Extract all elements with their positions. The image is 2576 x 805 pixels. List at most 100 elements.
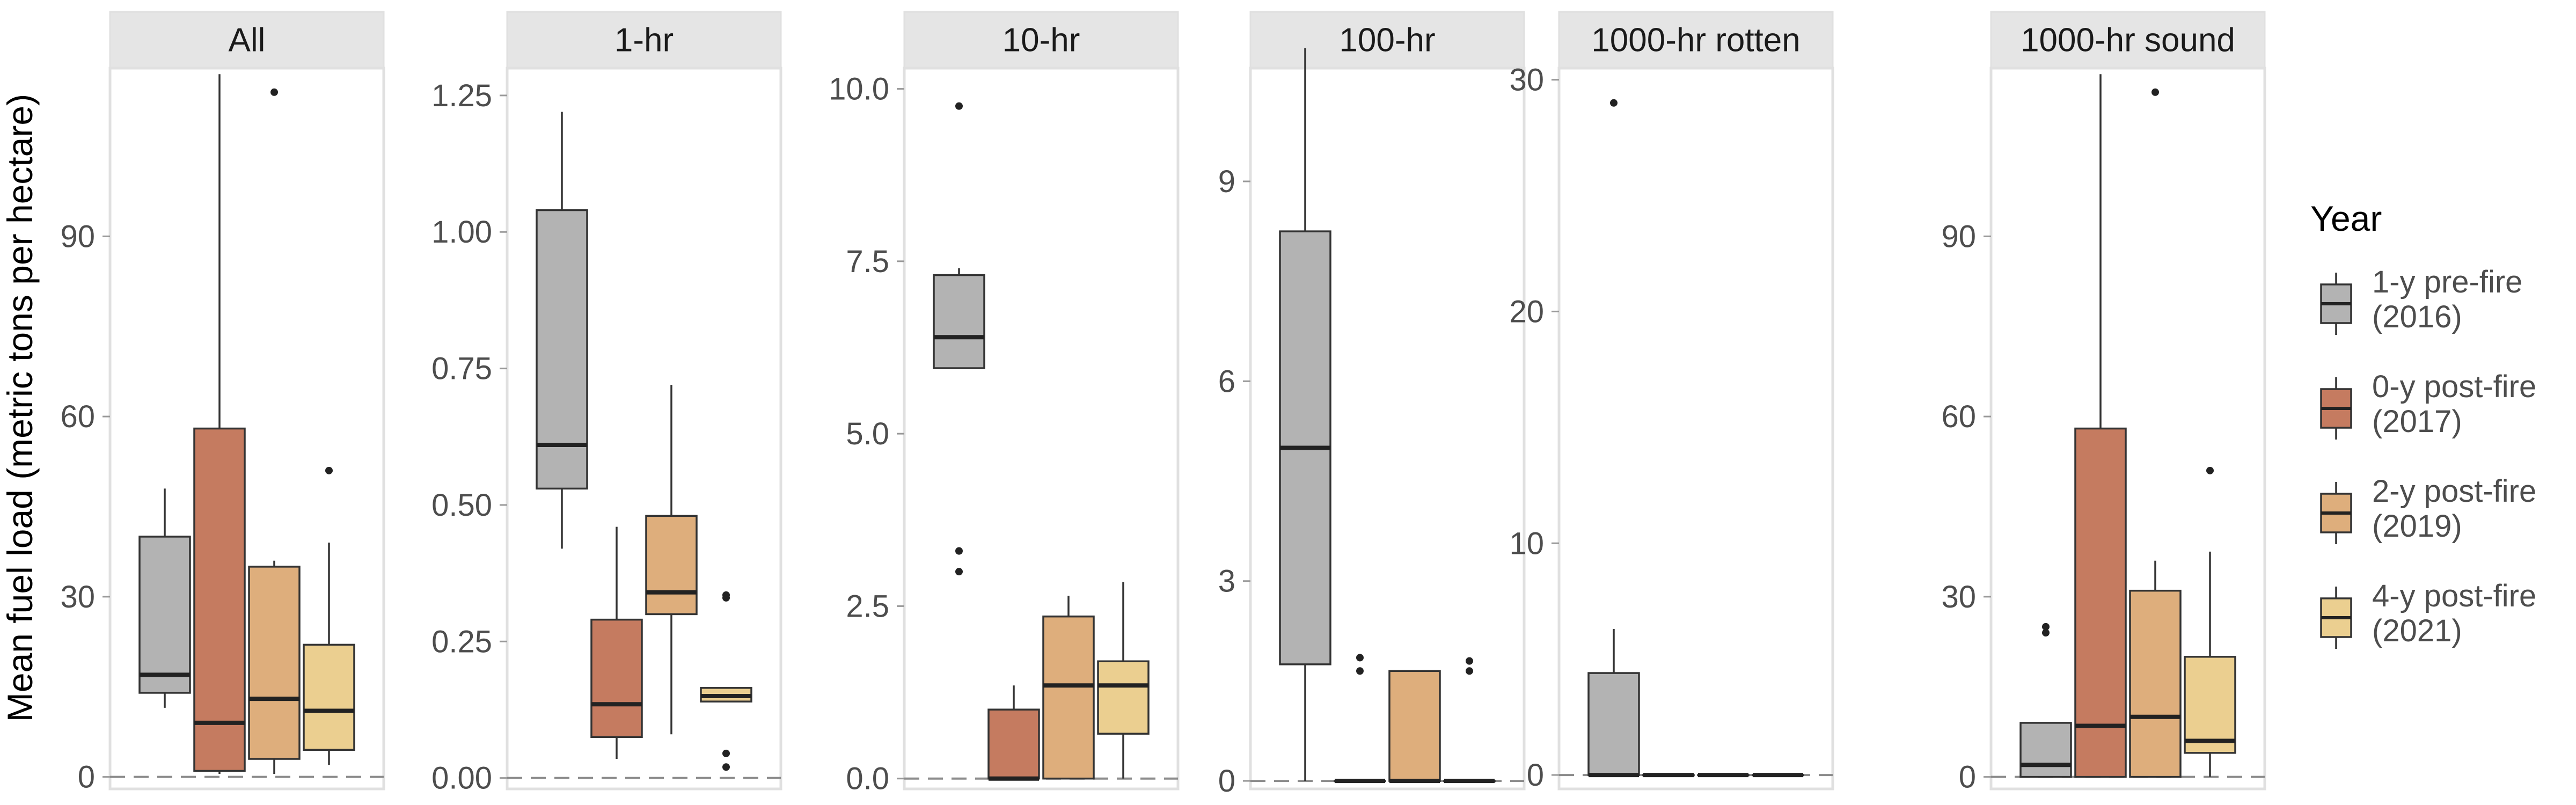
boxplot	[2019, 623, 2072, 778]
legend-title: Year	[2310, 199, 2382, 238]
legend-label-line1: 0-y post-fire	[2372, 369, 2536, 404]
boxplot	[193, 74, 246, 774]
y-tick-label: 90	[60, 219, 95, 254]
boxplot	[645, 385, 698, 735]
y-tick-label: 3	[1218, 564, 1235, 599]
outlier-point	[955, 102, 963, 110]
outlier-point	[1466, 667, 1473, 675]
boxplot	[303, 466, 355, 765]
facet-panel: 10-hr 0.0 2.5 5.0 7.5 10.0	[829, 11, 1180, 796]
box-body	[303, 643, 355, 751]
boxplot	[2129, 88, 2182, 778]
y-tick-label: 0.25	[431, 624, 492, 659]
facet-title: 100-hr	[1339, 22, 1435, 59]
facet-strip	[903, 11, 1179, 69]
legend-entry: 2-y post-fire(2019)	[2320, 474, 2536, 544]
facet-title: 1-hr	[614, 22, 674, 59]
legend-label-line1: 1-y pre-fire	[2372, 265, 2522, 299]
boxplot	[138, 488, 191, 708]
y-tick-label: 90	[1941, 219, 1976, 254]
y-tick-label: 0	[1959, 760, 1976, 795]
y-tick-label: 0.50	[431, 488, 492, 523]
legend-entry: 1-y pre-fire(2016)	[2320, 265, 2522, 335]
facet-panel: 1000-hr sound 0 30 60 90	[1941, 11, 2266, 795]
boxplot	[1587, 99, 1640, 778]
outlier-point	[722, 749, 730, 757]
facet-strip	[109, 11, 385, 69]
facet-strip	[1558, 11, 1834, 69]
y-tick-label: 0	[1218, 764, 1235, 799]
legend-entry: 0-y post-fire(2017)	[2320, 369, 2536, 440]
y-tick-label: 30	[1509, 63, 1544, 98]
facet-strip	[506, 11, 782, 69]
panel-frame	[1557, 67, 1834, 791]
outlier-point	[270, 88, 278, 96]
boxplot	[1042, 596, 1095, 780]
legend-label-line1: 2-y post-fire	[2372, 474, 2536, 509]
y-tick-label: 0.00	[431, 761, 492, 796]
boxplot	[700, 591, 752, 771]
y-tick-label: 60	[60, 399, 95, 434]
box-body	[933, 274, 985, 369]
y-tick-label: 9	[1218, 164, 1235, 199]
facet-panel: 1-hr 0.00 0.25 0.50 0.75 1.00 1.25	[431, 11, 782, 796]
legend: Year 1-y pre-fire(2016)0-y post-fire(201…	[2310, 199, 2536, 649]
boxplot	[1334, 654, 1386, 784]
boxplot	[1443, 657, 1496, 784]
box-body	[138, 536, 191, 694]
y-tick-label: 0	[1527, 758, 1544, 793]
outlier-point	[722, 591, 730, 599]
y-tick-label: 1.00	[431, 215, 492, 250]
y-tick-label: 20	[1509, 294, 1544, 329]
y-tick-label: 5.0	[846, 416, 889, 451]
box-body	[2019, 722, 2072, 778]
legend-entry: 4-y post-fire(2021)	[2320, 579, 2536, 649]
box-body	[2129, 589, 2182, 778]
outlier-point	[722, 763, 730, 771]
legend-label-line1: 4-y post-fire	[2372, 579, 2536, 613]
box-body	[645, 515, 698, 616]
boxplot	[590, 526, 643, 759]
box-body	[2074, 427, 2127, 778]
boxplot	[248, 88, 301, 774]
facet-title: 1000-hr rotten	[1591, 22, 1800, 59]
legend-label-line2: (2017)	[2372, 404, 2462, 439]
box-body	[1042, 615, 1095, 780]
facet-title: 1000-hr sound	[2021, 22, 2235, 59]
boxplot	[1388, 670, 1441, 784]
facet-strip	[1990, 11, 2266, 69]
outlier-point	[325, 466, 333, 474]
y-axis-title: Mean fuel load (metric tons per hectare)	[0, 94, 40, 722]
box-body	[590, 618, 643, 738]
facet-panel: All 0 30 60 90	[60, 11, 385, 795]
box-body	[1388, 670, 1441, 782]
y-tick-label: 30	[1941, 580, 1976, 614]
legend-label-line2: (2019)	[2372, 509, 2462, 544]
y-tick-label: 2.5	[846, 589, 889, 624]
y-tick-label: 10	[1509, 526, 1544, 561]
facet-title: All	[229, 22, 266, 59]
outlier-point	[955, 568, 963, 576]
boxplot	[536, 112, 588, 549]
outlier-point	[1466, 657, 1473, 665]
y-tick-label: 30	[60, 580, 95, 614]
box-body	[1097, 660, 1150, 735]
box-body	[2184, 656, 2236, 754]
y-tick-label: 10.0	[829, 72, 889, 107]
boxplot	[987, 685, 1040, 781]
outlier-point	[1356, 667, 1364, 675]
boxplot	[1279, 48, 1331, 781]
facet-panel: 100-hr 0 3 6 9	[1218, 11, 1526, 799]
box-body	[987, 708, 1040, 780]
boxplot	[2184, 466, 2236, 777]
outlier-point	[955, 547, 963, 555]
outlier-point	[1610, 99, 1618, 107]
outlier-point	[2206, 466, 2214, 474]
y-tick-label: 1.25	[431, 78, 492, 113]
boxplot	[2074, 74, 2127, 778]
facet-panel: 1000-hr rotten 0 10 20 30	[1509, 11, 1834, 793]
legend-label-line2: (2021)	[2372, 613, 2462, 648]
facet-strip	[1249, 11, 1525, 69]
y-tick-label: 0	[78, 760, 95, 795]
